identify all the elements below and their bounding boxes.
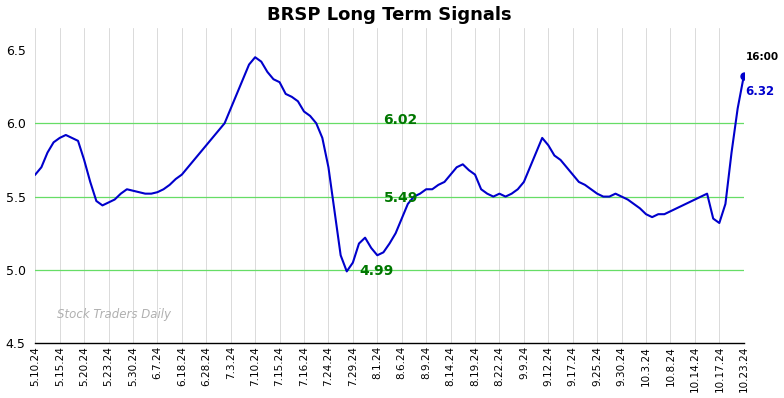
Text: 6.32: 6.32 xyxy=(746,85,775,98)
Text: 6.02: 6.02 xyxy=(383,113,418,127)
Title: BRSP Long Term Signals: BRSP Long Term Signals xyxy=(267,6,512,23)
Text: Stock Traders Daily: Stock Traders Daily xyxy=(56,308,171,321)
Text: 5.49: 5.49 xyxy=(383,191,418,205)
Text: 16:00: 16:00 xyxy=(746,52,779,62)
Text: 4.99: 4.99 xyxy=(359,264,394,279)
